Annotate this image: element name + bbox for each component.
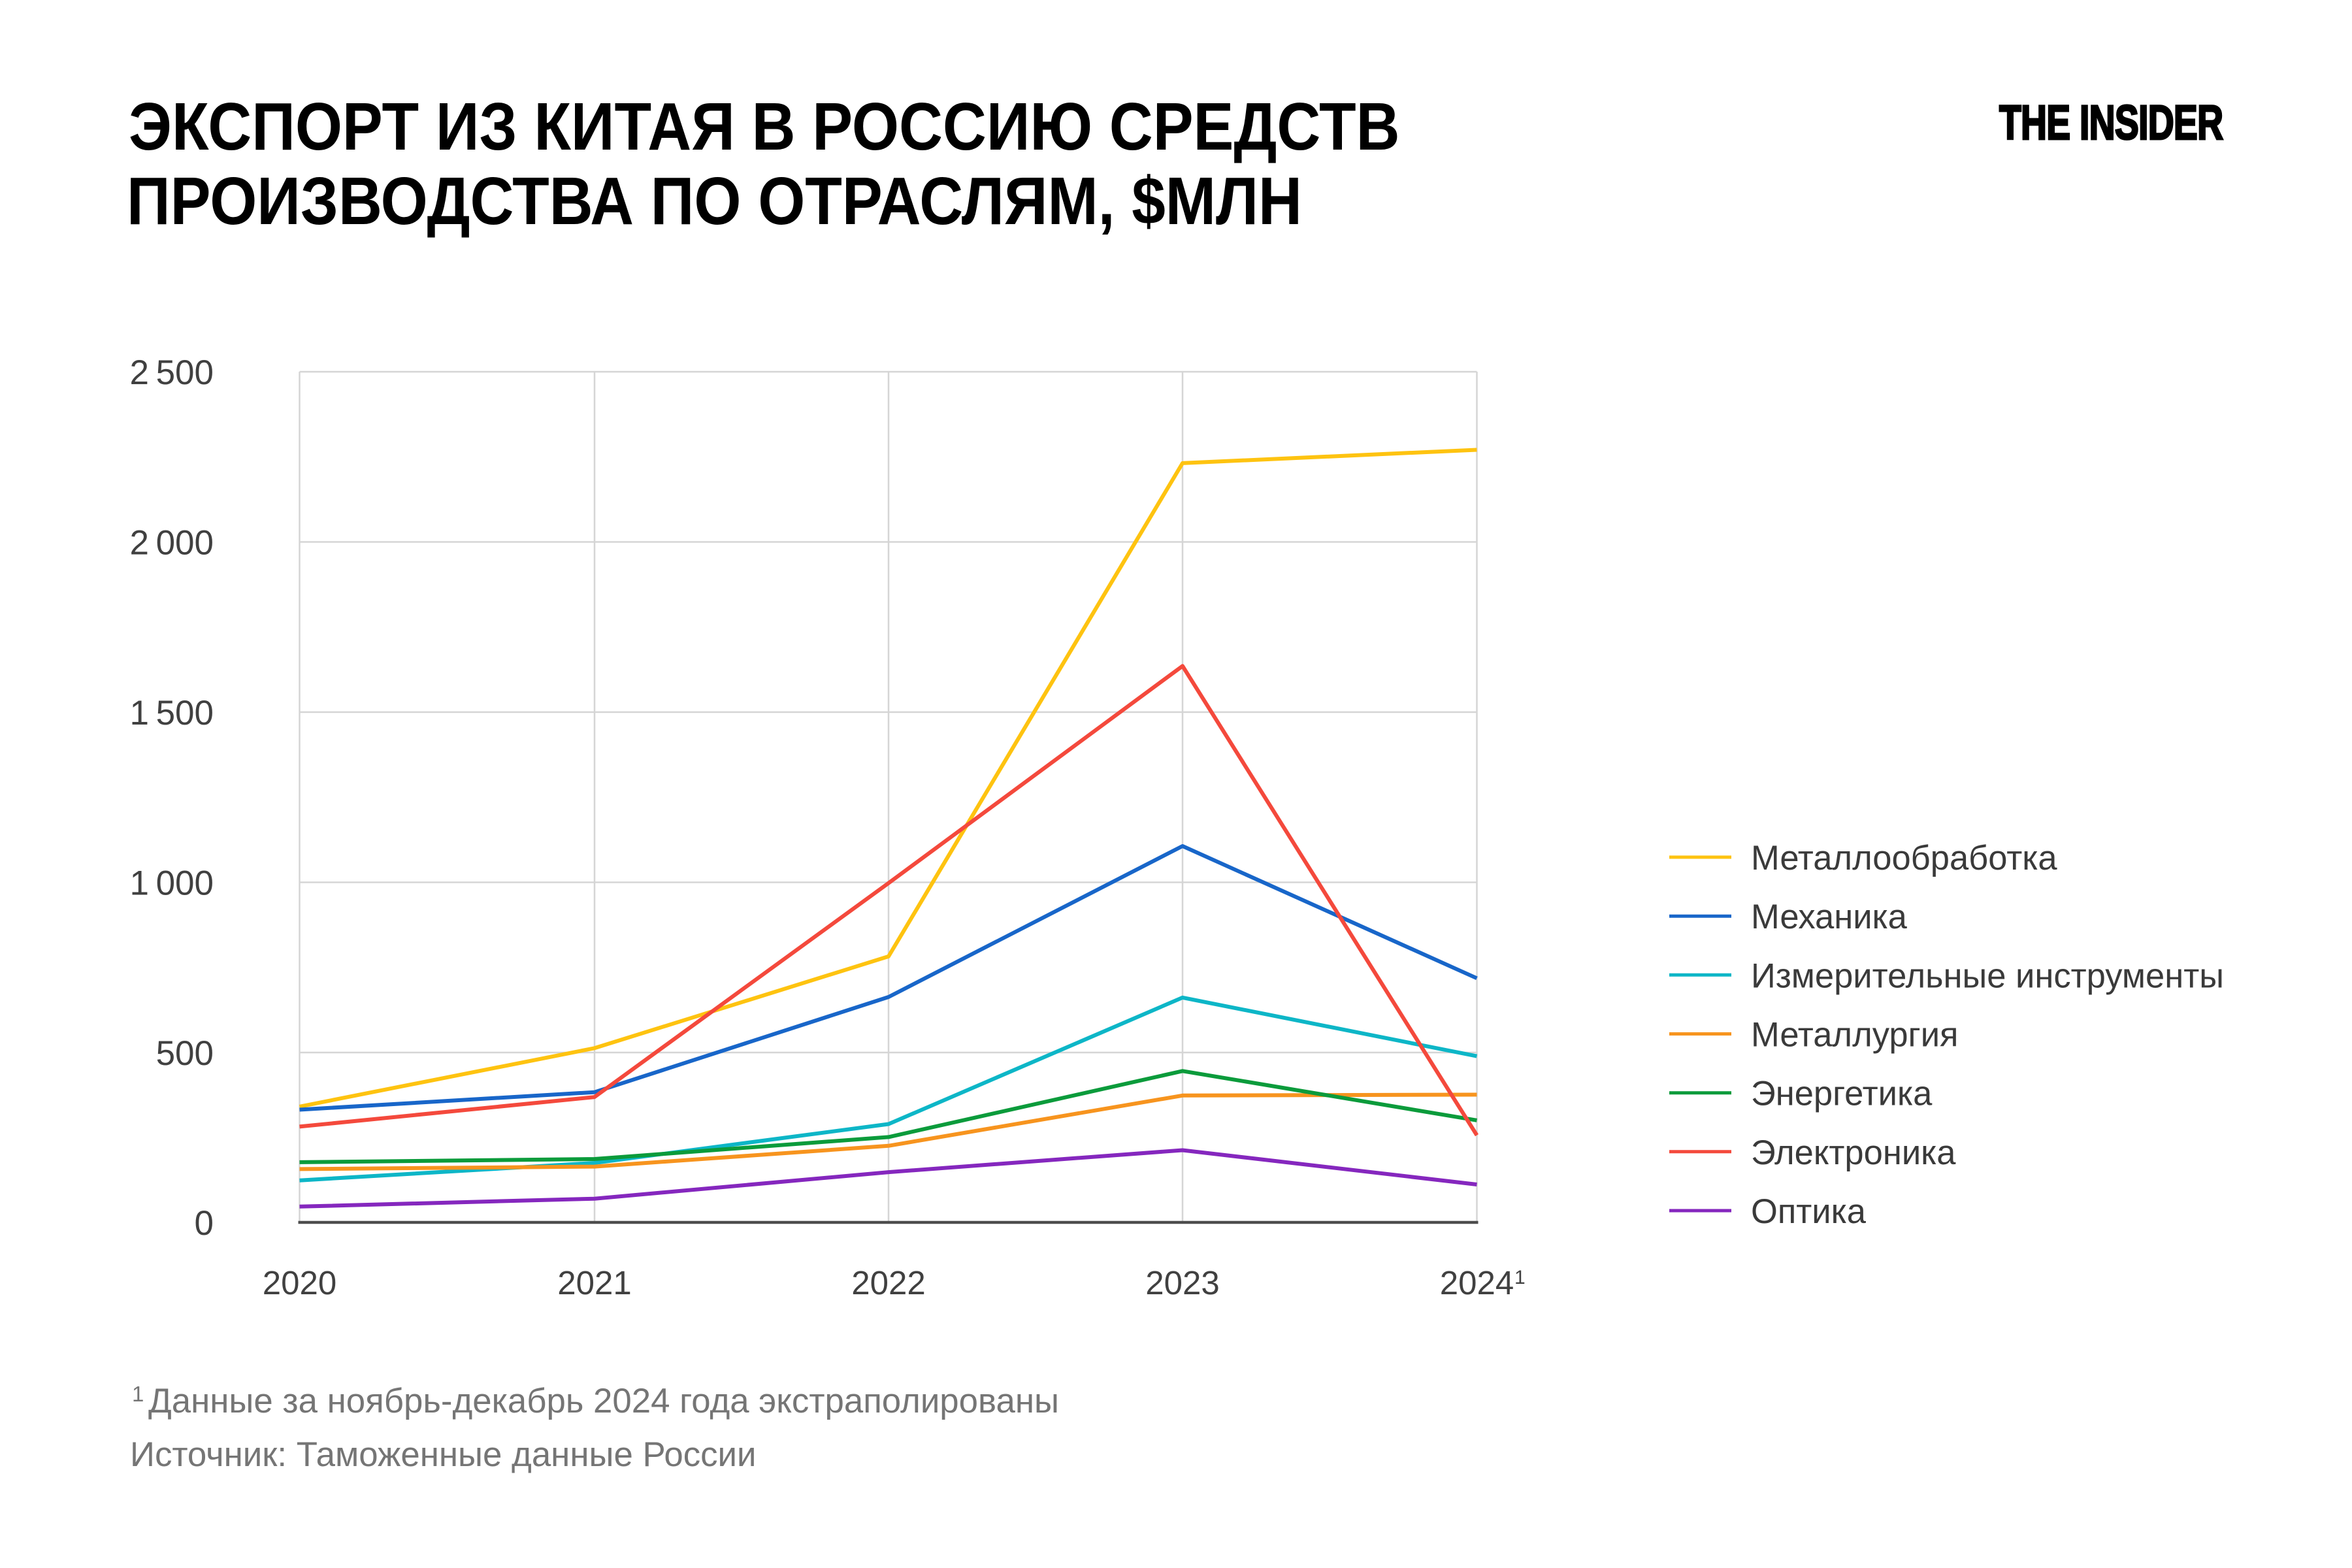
svg-text:ЭКСПОРТ ИЗ КИТАЯ В РОССИЮ СРЕД: ЭКСПОРТ ИЗ КИТАЯ В РОССИЮ СРЕДСТВ (129, 88, 1400, 164)
svg-text:1 000: 1 000 (129, 864, 214, 903)
svg-text:0: 0 (195, 1204, 214, 1243)
svg-text:Оптика: Оптика (1751, 1192, 1867, 1231)
svg-text:Данные за ноябрь-декабрь 2024: Данные за ноябрь-декабрь 2024 года экстр… (148, 1382, 1059, 1420)
svg-text:1 500: 1 500 (129, 694, 214, 732)
svg-text:500: 500 (156, 1034, 214, 1073)
svg-text:2024: 2024 (1440, 1264, 1514, 1301)
svg-text:2022: 2022 (851, 1264, 925, 1301)
svg-text:Механика: Механика (1751, 898, 1908, 936)
svg-text:Металлообработка: Металлообработка (1751, 839, 2057, 877)
svg-text:Измерительные инструменты: Измерительные инструменты (1751, 956, 2224, 995)
svg-text:Металлургия: Металлургия (1751, 1016, 1958, 1054)
svg-text:1: 1 (1514, 1267, 1526, 1288)
svg-text:Электроника: Электроника (1751, 1134, 1956, 1172)
svg-text:Источник: Таможенные данные Ро: Источник: Таможенные данные России (130, 1435, 757, 1474)
svg-text:ПРОИЗВОДСТВА ПО ОТРАСЛЯМ, $МЛН: ПРОИЗВОДСТВА ПО ОТРАСЛЯМ, $МЛН (127, 163, 1302, 238)
svg-text:2 500: 2 500 (129, 353, 214, 392)
svg-text:THE INSIDER: THE INSIDER (1999, 95, 2223, 150)
svg-text:2 000: 2 000 (129, 524, 214, 563)
svg-text:1: 1 (132, 1382, 144, 1406)
svg-text:2021: 2021 (557, 1264, 631, 1301)
svg-text:2020: 2020 (263, 1264, 336, 1301)
svg-text:Энергетика: Энергетика (1751, 1075, 1933, 1113)
svg-text:2023: 2023 (1145, 1264, 1219, 1301)
